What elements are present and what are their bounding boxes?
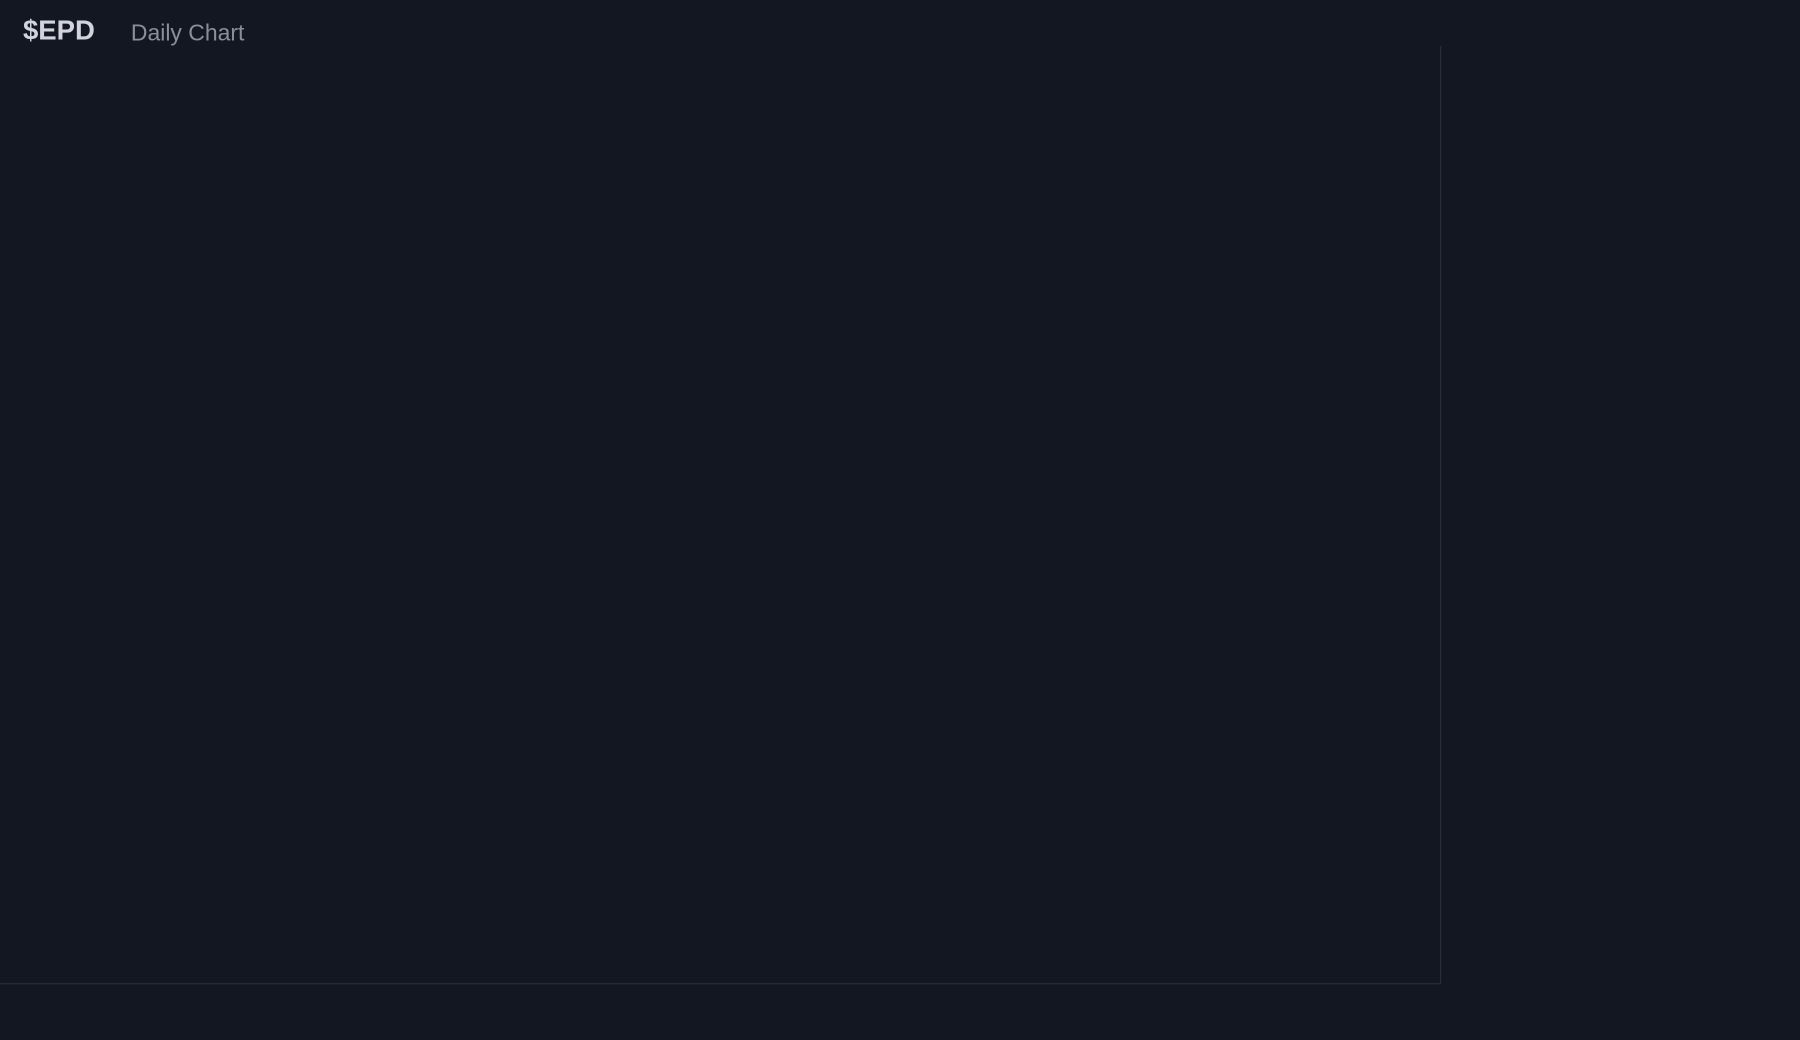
- chart-subtitle: Daily Chart: [131, 19, 245, 45]
- chart-title: $EPD: [23, 14, 95, 45]
